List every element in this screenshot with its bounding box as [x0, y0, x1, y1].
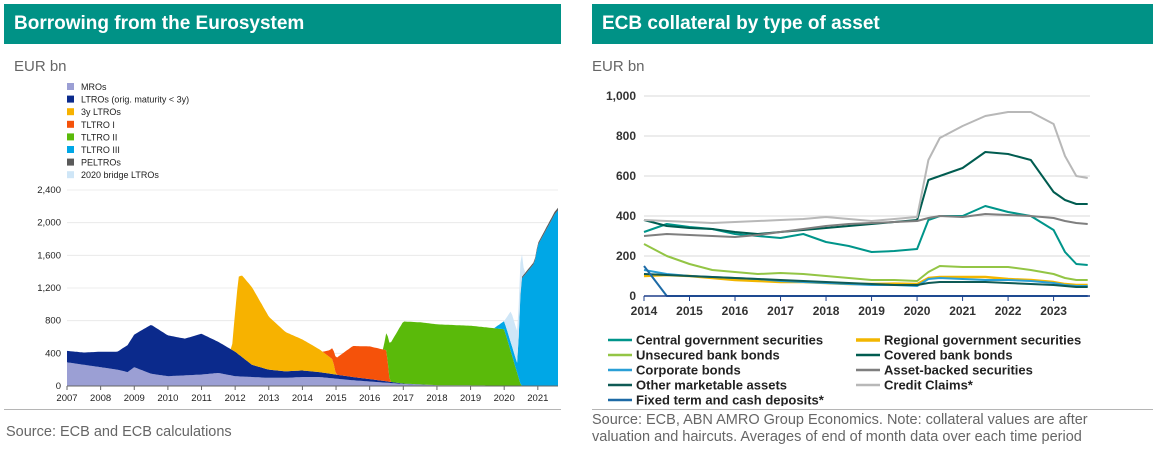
legend-swatch-peltros: [67, 158, 74, 166]
legend-label-asset-backed-securities: Asset-backed securities: [884, 363, 1033, 378]
y-tick-label: 400: [45, 348, 61, 359]
left-source-divider: [4, 409, 561, 410]
y-tick-label: 2,400: [37, 185, 61, 196]
x-tick-label: 2015: [676, 304, 703, 318]
x-tick-label: 2019: [858, 304, 885, 318]
x-tick-label: 2008: [90, 393, 111, 404]
x-tick-label: 2013: [258, 393, 279, 404]
legend-label-tltro-iii: TLTRO III: [81, 145, 120, 155]
y-tick-label: 0: [56, 381, 61, 392]
x-tick-label: 2010: [157, 393, 178, 404]
right-source-line-1: Source: ECB, ABN AMRO Group Economics. N…: [592, 412, 1088, 428]
y-tick-label: 200: [616, 249, 636, 263]
legend-label-peltros: PELTROs: [81, 158, 121, 168]
x-tick-label: 2014: [292, 393, 313, 404]
right-unit-label: EUR bn: [592, 58, 645, 75]
right-chart: 0 200 400 600 800 1,000 2014 2015 2016 2017 2018 20…: [606, 89, 1090, 407]
legend-label-corporate-bonds: Corporate bonds: [636, 363, 741, 378]
line-other-marketable-assets: [643, 273, 1088, 288]
area-tltro-ii: [67, 275, 558, 386]
legend-label-other-marketable-assets: Other marketable assets: [636, 378, 787, 393]
x-tick-label: 2022: [995, 304, 1022, 318]
x-tick-label: 2012: [225, 393, 246, 404]
left-unit-label: EUR bn: [14, 58, 67, 75]
y-tick-label: 800: [45, 316, 61, 327]
legend-label-unsecured-bank-bonds: Unsecured bank bonds: [636, 348, 780, 363]
legend-label-mros: MROs: [81, 82, 107, 92]
x-tick-label: 2007: [56, 393, 77, 404]
legend-swatch-tltro-iii: [67, 146, 74, 153]
legend-swatch-ltros-orig-maturity-3y: [67, 95, 74, 103]
x-tick-label: 2018: [813, 304, 840, 318]
legend-swatch-mros: [67, 83, 74, 90]
area-mros: [67, 362, 558, 386]
x-tick-label: 2019: [460, 393, 481, 404]
y-tick-label: 2,000: [37, 218, 61, 229]
right-chart-title: ECB collateral by type of asset: [592, 4, 1153, 44]
y-tick-label: 1,600: [37, 250, 61, 261]
legend-swatch-tltro-i: [67, 120, 74, 128]
legend-swatch-3y-ltros: [67, 108, 74, 116]
x-tick-label: 2020: [904, 304, 931, 318]
x-tick-label: 2020: [494, 393, 515, 404]
legend-swatch-tltro-ii: [67, 133, 74, 141]
x-tick-label: 2009: [124, 393, 145, 404]
x-tick-label: 2017: [767, 304, 794, 318]
x-tick-label: 2017: [393, 393, 414, 404]
legend-label-fixed-term-and-cash-deposits: Fixed term and cash deposits*: [636, 393, 825, 407]
legend-label-tltro-ii: TLTRO II: [81, 132, 117, 142]
x-tick-label: 2021: [527, 393, 548, 404]
line-credit-claims: [643, 111, 1088, 224]
y-tick-label: 0: [629, 289, 636, 303]
y-tick-label: 400: [616, 209, 636, 223]
legend-swatch-2020-bridge-ltros: [67, 171, 74, 179]
line-central-government-securities: [643, 205, 1088, 266]
y-tick-label: 1,000: [606, 89, 636, 103]
legend-label-tltro-i: TLTRO I: [81, 120, 115, 130]
legend-label-central-government-securities: Central government securities: [636, 333, 823, 348]
x-tick-label: 2018: [426, 393, 447, 404]
x-tick-label: 2015: [325, 393, 346, 404]
left-source: Source: ECB and ECB calculations: [6, 424, 232, 440]
left-chart: MROs LTROs (orig. maturity < 3y) 3y LTROs T…: [37, 82, 558, 404]
y-tick-label: 1,200: [37, 283, 61, 294]
x-tick-label: 2021: [949, 304, 976, 318]
x-tick-label: 2023: [1040, 304, 1067, 318]
y-tick-label: 600: [616, 169, 636, 183]
legend-label-credit-claims: Credit Claims*: [884, 378, 974, 393]
x-tick-label: 2011: [191, 393, 211, 404]
legend-label-covered-bank-bonds: Covered bank bonds: [884, 348, 1013, 363]
x-tick-label: 2014: [631, 304, 658, 318]
y-tick-label: 800: [616, 129, 636, 143]
left-chart-title: Borrowing from the Eurosystem: [4, 4, 561, 44]
legend-label-2020-bridge-ltros: 2020 bridge LTROs: [81, 170, 159, 180]
x-tick-label: 2016: [722, 304, 749, 318]
area-3y-ltros: [67, 275, 558, 386]
x-tick-label: 2016: [359, 393, 380, 404]
right-source-line-2: valuation and haircuts. Averages of end …: [592, 429, 1082, 445]
right-source-divider: [592, 409, 1153, 410]
legend-label-regional-government-securities: Regional government securities: [884, 333, 1081, 348]
line-asset-backed-securities: [643, 213, 1088, 238]
legend-label-ltros-orig-maturity-3y: LTROs (orig. maturity < 3y): [81, 95, 189, 105]
legend-label-3y-ltros: 3y LTROs: [81, 107, 121, 117]
area-ltros-orig-maturity-3y: [67, 325, 558, 386]
line-unsecured-bank-bonds: [643, 243, 1088, 282]
line-covered-bank-bonds: [643, 151, 1088, 235]
